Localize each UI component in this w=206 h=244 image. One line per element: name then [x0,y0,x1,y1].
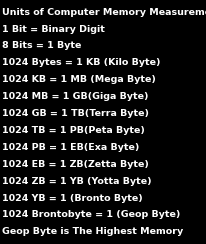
Text: 1024 Brontobyte = 1 (Geop Byte): 1024 Brontobyte = 1 (Geop Byte) [2,211,180,220]
Text: 1024 MB = 1 GB(Giga Byte): 1024 MB = 1 GB(Giga Byte) [2,92,148,101]
Text: 1024 KB = 1 MB (Mega Byte): 1024 KB = 1 MB (Mega Byte) [2,75,155,84]
Text: 8 Bits = 1 Byte: 8 Bits = 1 Byte [2,41,81,51]
Text: 1024 Bytes = 1 KB (Kilo Byte): 1024 Bytes = 1 KB (Kilo Byte) [2,58,160,67]
Text: 1024 TB = 1 PB(Peta Byte): 1024 TB = 1 PB(Peta Byte) [2,126,144,135]
Text: 1024 YB = 1 (Bronto Byte): 1024 YB = 1 (Bronto Byte) [2,193,142,203]
Text: 1024 GB = 1 TB(Terra Byte): 1024 GB = 1 TB(Terra Byte) [2,109,148,118]
Text: Geop Byte is The Highest Memory: Geop Byte is The Highest Memory [2,227,183,236]
Text: 1024 EB = 1 ZB(Zetta Byte): 1024 EB = 1 ZB(Zetta Byte) [2,160,148,169]
Text: Units of Computer Memory Measurements: Units of Computer Memory Measurements [2,8,206,17]
Text: 1 Bit = Binary Digit: 1 Bit = Binary Digit [2,24,104,33]
Text: 1024 PB = 1 EB(Exa Byte): 1024 PB = 1 EB(Exa Byte) [2,143,139,152]
Text: 1024 ZB = 1 YB (Yotta Byte): 1024 ZB = 1 YB (Yotta Byte) [2,177,151,186]
